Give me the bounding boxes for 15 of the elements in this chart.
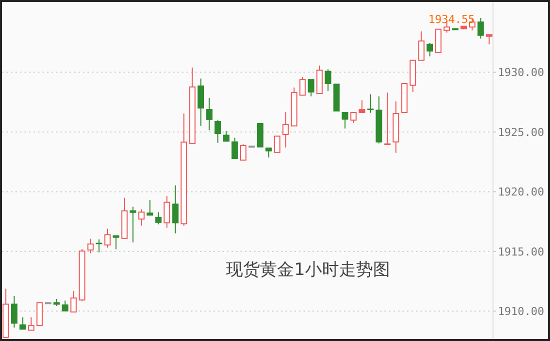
candlestick xyxy=(130,206,136,243)
candlestick xyxy=(282,112,289,148)
candlestick xyxy=(367,94,374,114)
y-tick-label: 1915.00 xyxy=(498,245,544,258)
candlestick xyxy=(164,196,170,228)
candlestick xyxy=(392,100,400,154)
y-tick-label: 1925.00 xyxy=(498,126,544,139)
annotation: 1934.55 xyxy=(428,12,475,26)
candlestick xyxy=(206,97,212,131)
candlestick xyxy=(198,78,204,126)
y-tick-label: 1920.00 xyxy=(498,186,544,199)
y-tick-label: 1930.00 xyxy=(498,66,544,80)
text: 现货黄金1小时走势图 xyxy=(226,260,390,280)
y-tick-label: 1910.00 xyxy=(498,304,544,318)
candlestick xyxy=(172,184,179,234)
